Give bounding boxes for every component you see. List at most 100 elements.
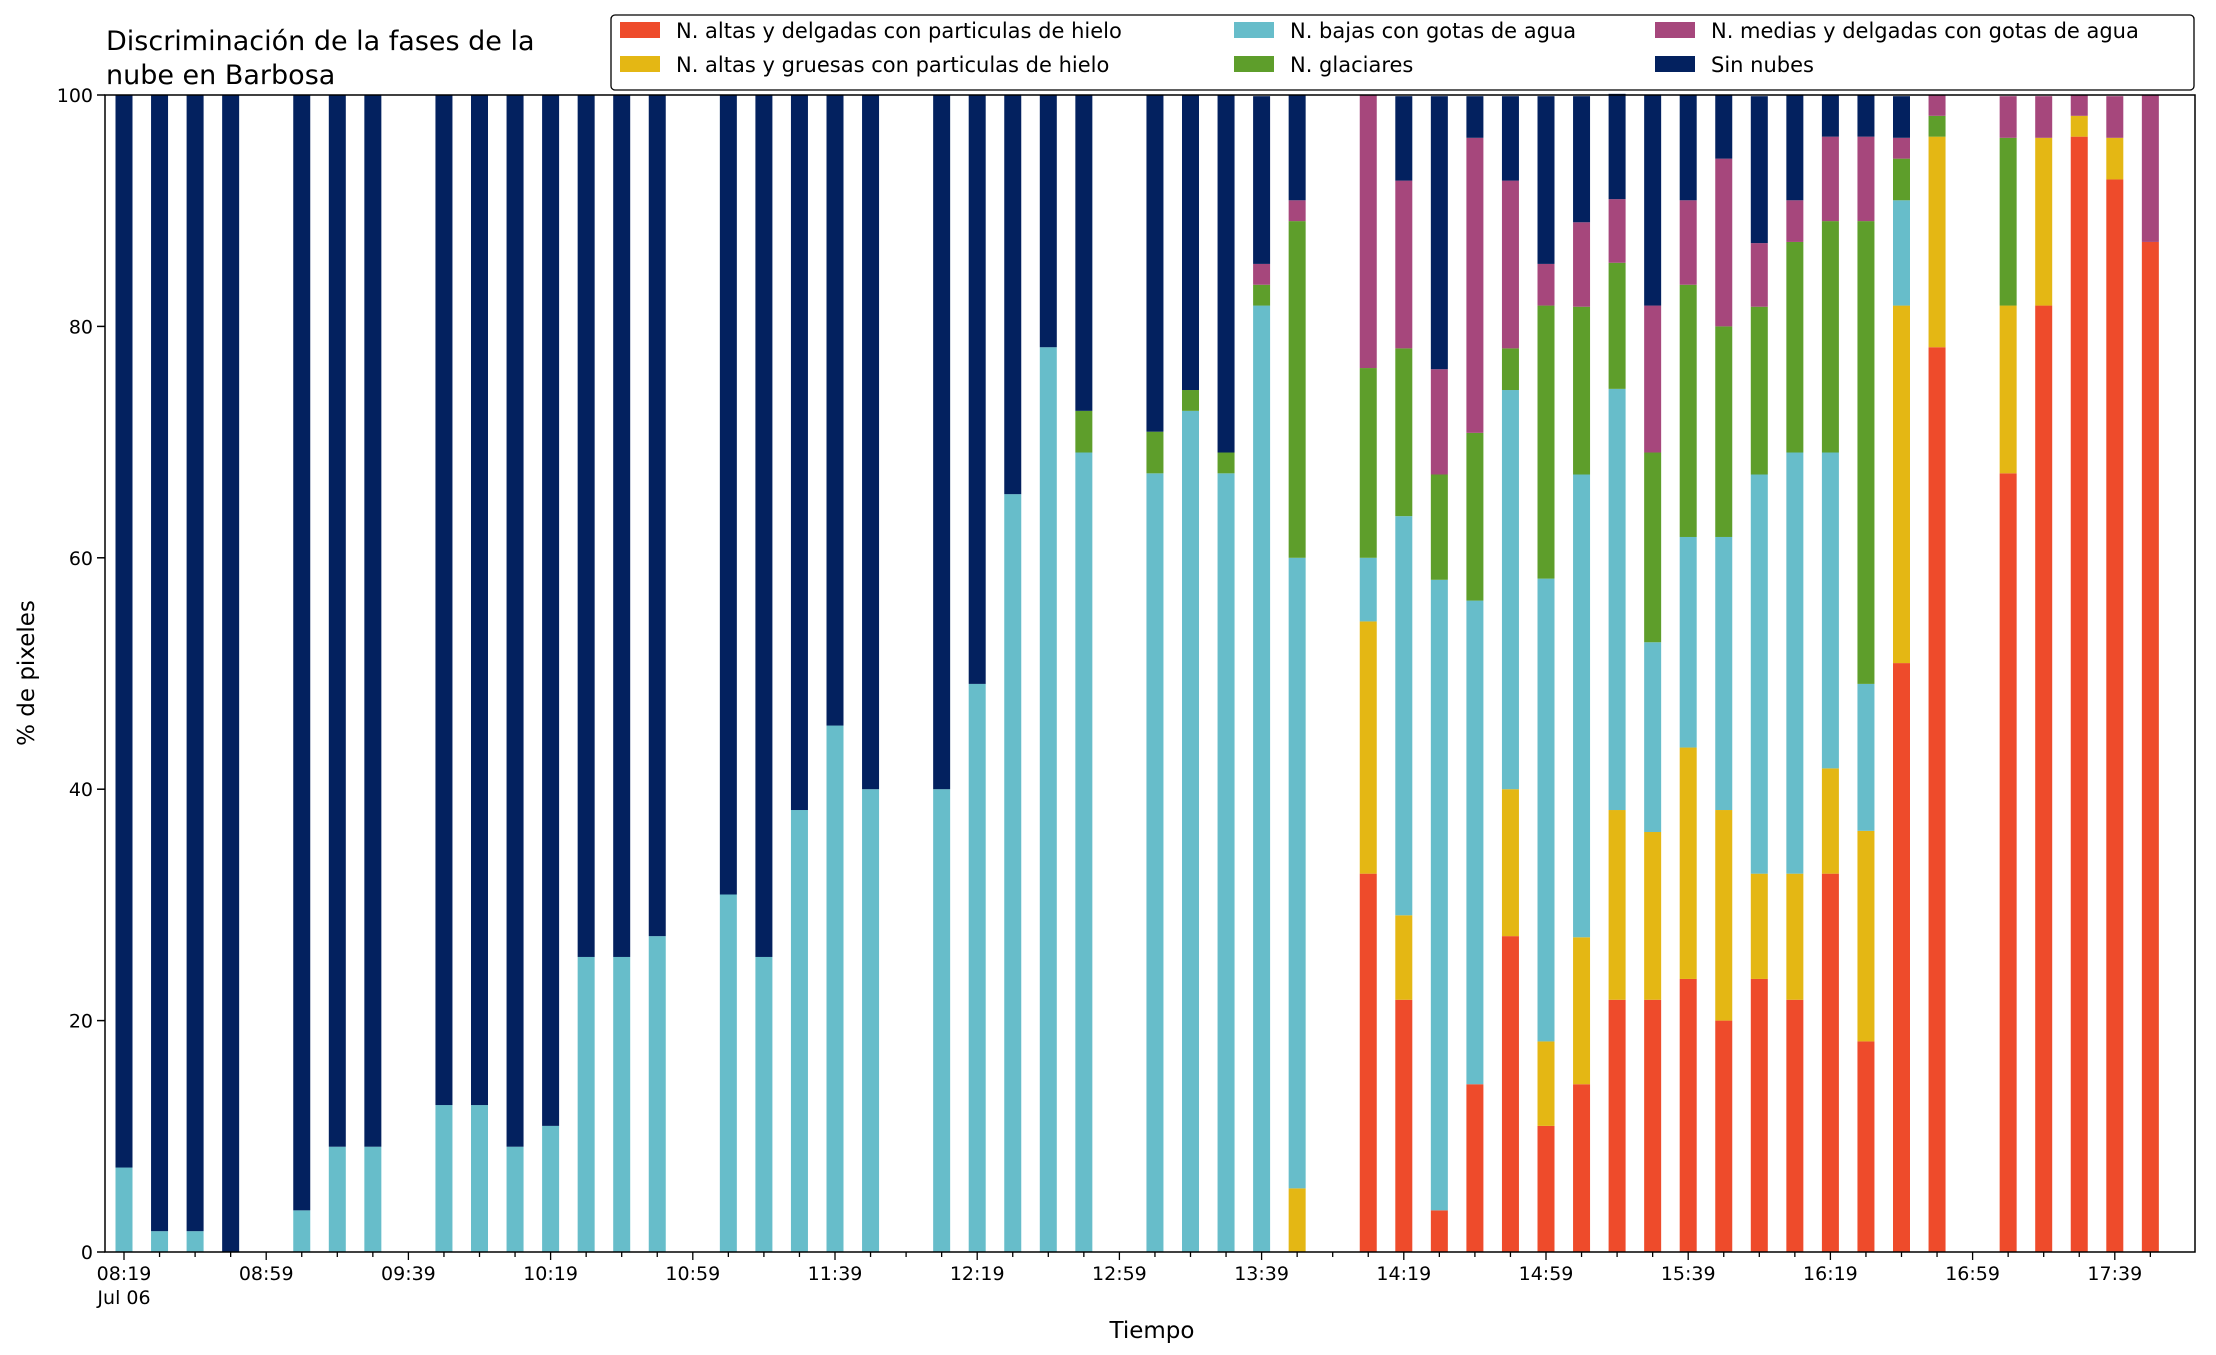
bar-segment-3-41 bbox=[1573, 306, 1591, 475]
bar-segment-0-44 bbox=[1679, 978, 1697, 1252]
bar-segment-0-56 bbox=[2106, 179, 2124, 1253]
bar-segment-1-50 bbox=[1893, 305, 1910, 664]
x-tick-label: 13:39 bbox=[1234, 1263, 1289, 1285]
bar-segment-4-50 bbox=[1893, 137, 1910, 159]
bar-segment-5-23 bbox=[933, 95, 951, 790]
legend-label-3: N. glaciares bbox=[1290, 53, 1413, 77]
bar-segment-5-29 bbox=[1146, 95, 1164, 432]
bar-segment-2-47 bbox=[1786, 452, 1804, 874]
bar-segment-4-43 bbox=[1644, 305, 1662, 453]
bar-segment-2-9 bbox=[435, 1105, 453, 1252]
bar-segment-5-44 bbox=[1679, 95, 1697, 201]
legend-swatch-3 bbox=[1234, 56, 1274, 72]
bar-segment-2-33 bbox=[1288, 557, 1306, 1189]
bar-segment-5-2 bbox=[186, 95, 204, 1232]
bar-segment-3-37 bbox=[1430, 474, 1448, 580]
bar-segment-1-46 bbox=[1750, 873, 1768, 979]
bar-segment-5-42 bbox=[1608, 93, 1626, 200]
bar-segment-2-17 bbox=[719, 894, 737, 1252]
legend-label-2: N. bajas con gotas de agua bbox=[1290, 19, 1576, 43]
bar-segment-4-36 bbox=[1395, 180, 1413, 349]
plot-frame bbox=[104, 94, 2196, 1253]
bar-segment-5-36 bbox=[1395, 96, 1413, 181]
bar-segment-2-5 bbox=[293, 1210, 311, 1252]
bar-segment-4-39 bbox=[1501, 180, 1519, 349]
x-tick-label: 08:19 bbox=[97, 1263, 152, 1285]
legend-swatch-2 bbox=[1234, 22, 1274, 38]
bar-segment-0-35 bbox=[1359, 873, 1377, 1252]
bar-segment-2-30 bbox=[1182, 410, 1199, 1252]
x-tick-label: 12:19 bbox=[950, 1263, 1005, 1285]
bar-segment-3-53 bbox=[1999, 137, 2017, 306]
bar-segment-0-54 bbox=[2035, 305, 2053, 1252]
bar-segment-5-41 bbox=[1573, 96, 1591, 223]
bar-segment-4-48 bbox=[1821, 136, 1839, 222]
bar-segment-5-49 bbox=[1857, 95, 1875, 137]
bar-segment-5-46 bbox=[1750, 96, 1768, 244]
bar-segment-2-10 bbox=[471, 1105, 488, 1252]
bar-segment-1-55 bbox=[2070, 115, 2088, 137]
bar-segment-3-46 bbox=[1750, 306, 1768, 475]
bar-segment-3-36 bbox=[1395, 348, 1413, 517]
bar-segment-0-36 bbox=[1395, 999, 1413, 1252]
bar-segment-4-46 bbox=[1750, 243, 1768, 307]
bar-segment-0-43 bbox=[1644, 999, 1662, 1252]
bar-segment-3-30 bbox=[1182, 390, 1199, 411]
bar-segment-5-11 bbox=[506, 95, 524, 1147]
x-tick-label: 14:19 bbox=[1376, 1263, 1431, 1285]
bar-segment-5-47 bbox=[1786, 95, 1804, 201]
bar-segment-1-56 bbox=[2106, 137, 2124, 180]
bar-segment-2-39 bbox=[1501, 390, 1519, 790]
bar-segment-2-45 bbox=[1715, 536, 1733, 811]
y-tick-label: 0 bbox=[81, 1242, 93, 1264]
bar-segment-2-15 bbox=[648, 936, 666, 1252]
bar-segment-0-49 bbox=[1857, 1041, 1875, 1252]
bar-segment-2-32 bbox=[1253, 305, 1271, 1252]
bar-segment-1-41 bbox=[1573, 937, 1591, 1085]
bar-segment-4-57 bbox=[2141, 95, 2159, 242]
bar-segment-5-12 bbox=[542, 95, 560, 1126]
bar-segment-5-32 bbox=[1253, 96, 1271, 264]
bar-segment-3-43 bbox=[1644, 452, 1662, 643]
bar-segment-3-29 bbox=[1146, 431, 1164, 474]
bar-segment-2-12 bbox=[542, 1125, 560, 1252]
bar-segment-4-42 bbox=[1608, 199, 1626, 263]
bar-segment-5-0 bbox=[115, 95, 133, 1168]
bar-segment-2-44 bbox=[1679, 536, 1697, 748]
y-axis: 0 20 40 60 80 100 bbox=[57, 85, 105, 1264]
y-tick-label: 60 bbox=[69, 548, 93, 570]
bar-segment-1-53 bbox=[1999, 305, 2017, 474]
x-tick-label: 16:19 bbox=[1803, 1263, 1858, 1285]
bar-segment-0-45 bbox=[1715, 1020, 1733, 1252]
bar-segment-2-31 bbox=[1217, 473, 1235, 1253]
legend-frame bbox=[610, 14, 2195, 91]
bar-segment-3-35 bbox=[1359, 368, 1377, 558]
bar-segment-1-39 bbox=[1501, 789, 1519, 937]
x-tick-label: 17:39 bbox=[2087, 1263, 2142, 1285]
bar-segment-4-41 bbox=[1573, 222, 1591, 307]
y-tick-label: 80 bbox=[69, 316, 93, 338]
bar-segment-1-36 bbox=[1395, 915, 1413, 1000]
x-tick-sublabel: Jul 06 bbox=[96, 1287, 150, 1309]
bar-segment-0-48 bbox=[1821, 873, 1839, 1252]
bar-segment-2-43 bbox=[1644, 642, 1662, 833]
legend-swatch-1 bbox=[620, 56, 660, 72]
bar-segment-0-40 bbox=[1537, 1125, 1555, 1252]
bar-segment-4-38 bbox=[1466, 137, 1484, 433]
bar-segment-2-21 bbox=[862, 789, 880, 1252]
legend-label-1: N. altas y gruesas con particulas de hie… bbox=[676, 53, 1109, 77]
bar-segment-2-41 bbox=[1573, 474, 1591, 938]
bar-segment-1-45 bbox=[1715, 810, 1733, 1021]
bar-segment-5-25 bbox=[1004, 95, 1022, 495]
bar-segment-2-20 bbox=[826, 725, 844, 1252]
bar-segment-4-40 bbox=[1537, 263, 1555, 306]
legend: N. altas y delgadas con particulas de hi… bbox=[610, 14, 2195, 91]
bar-segment-2-19 bbox=[790, 810, 808, 1252]
bar-segment-0-57 bbox=[2141, 241, 2159, 1252]
bar-segment-0-55 bbox=[2070, 136, 2088, 1252]
y-tick-label: 100 bbox=[57, 85, 93, 107]
bar-segment-4-53 bbox=[1999, 96, 2017, 138]
legend-swatch-0 bbox=[620, 22, 660, 38]
bar-segment-2-40 bbox=[1537, 578, 1555, 1042]
bar-segment-2-49 bbox=[1857, 683, 1875, 831]
